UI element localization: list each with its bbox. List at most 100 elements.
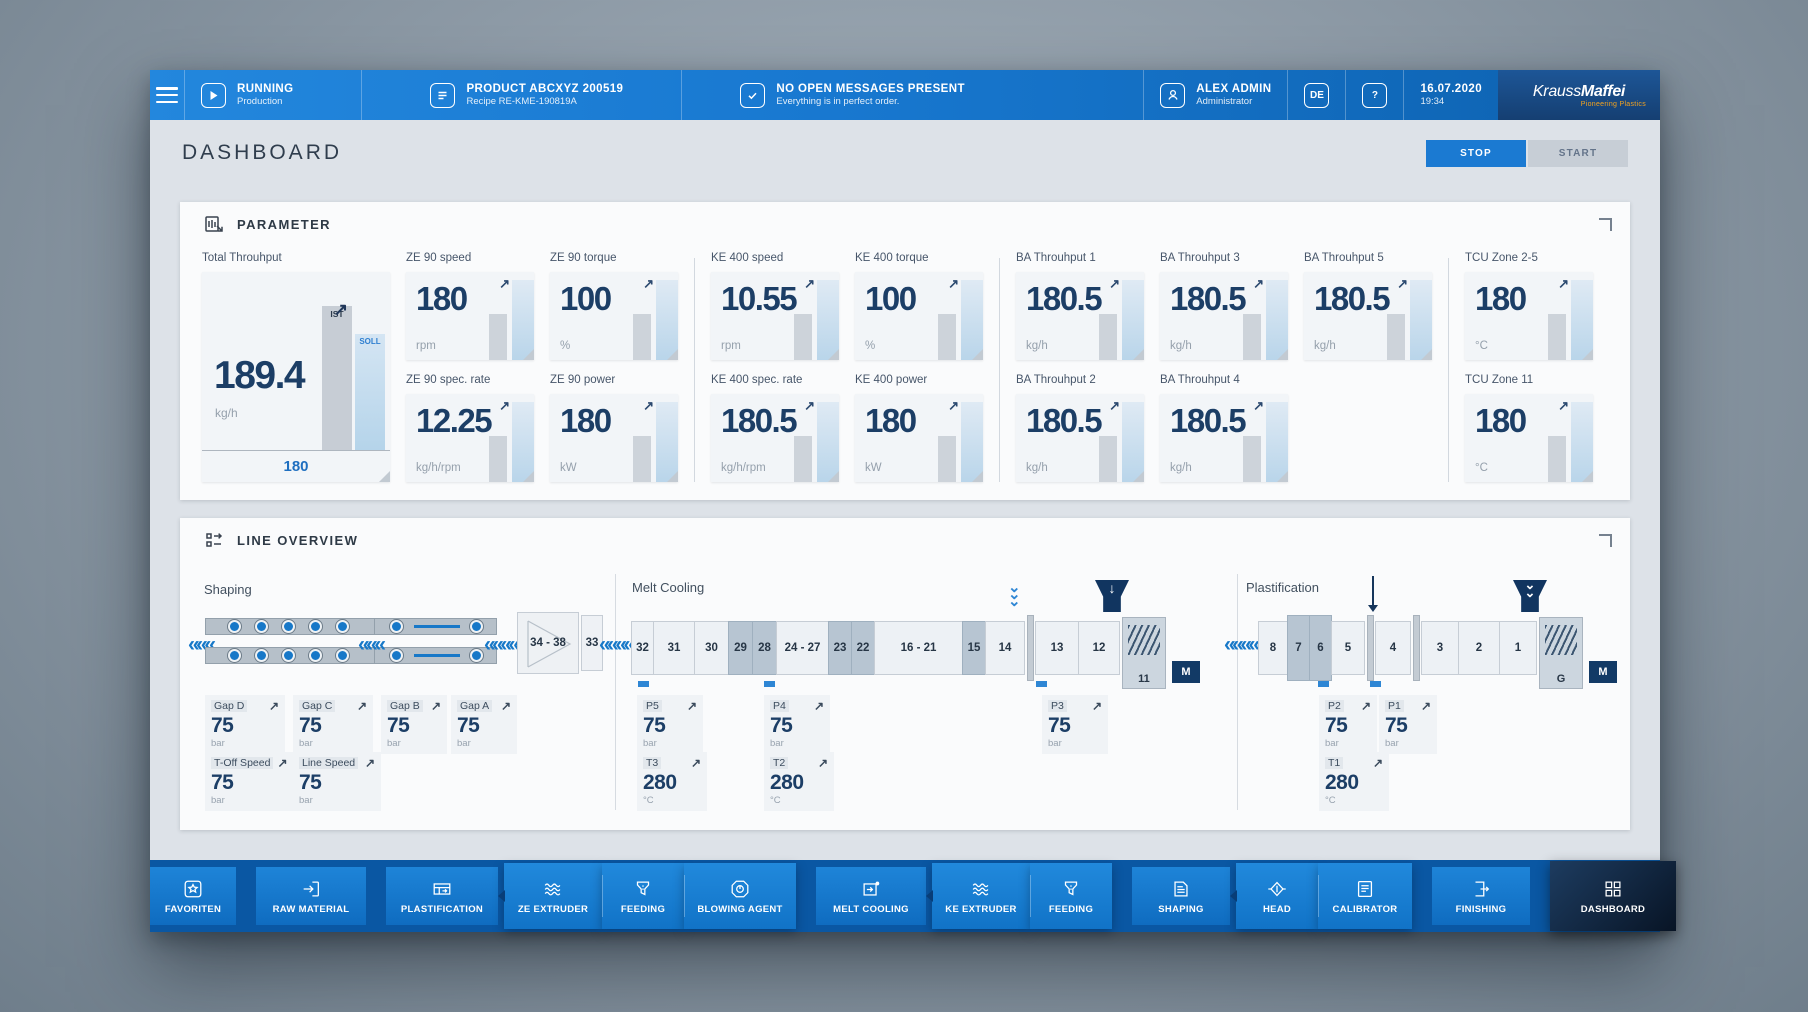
zone-segment[interactable]: 32 <box>631 621 654 675</box>
zone-segment[interactable]: 8 <box>1258 621 1288 675</box>
tile-body[interactable]: ↗ 180.5 kg/h <box>1160 394 1288 482</box>
zone-segment[interactable]: 23 <box>828 621 852 675</box>
nav-feeding-button[interactable]: FEEDING <box>1030 863 1112 929</box>
nav-raw-material-button[interactable]: RAW MATERIAL <box>256 867 366 925</box>
trend-arrow-icon: ↗ <box>804 276 815 291</box>
zone-segment[interactable]: 7 <box>1287 615 1310 681</box>
zone-segment[interactable]: 5 <box>1331 621 1365 675</box>
nav-calibrator-button[interactable]: CALIBRATOR <box>1318 863 1412 929</box>
tile-value: 10.55 <box>721 280 798 317</box>
tile-body[interactable]: ↗ 180.5 kg/h <box>1160 272 1288 360</box>
zone-segment[interactable]: 13 <box>1035 621 1079 675</box>
product-info[interactable]: PRODUCT ABCXYZ 200519 Recipe RE-KME-1908… <box>414 70 639 120</box>
tile-body[interactable]: ↗ 100% <box>855 272 983 360</box>
zone-segment[interactable]: 22 <box>851 621 875 675</box>
tile-fold-corner <box>1421 349 1432 360</box>
tile-fold-corner <box>972 471 983 482</box>
nav-melt-cooling-button[interactable]: MELT COOLING <box>816 867 926 925</box>
haul-off-conveyor[interactable] <box>205 618 497 664</box>
gauge-p4[interactable]: P4 ↗ 75 bar <box>764 695 830 754</box>
zone-segment[interactable]: 16 - 21 <box>874 621 963 675</box>
minibar-gray <box>1387 314 1405 360</box>
nav-head-button[interactable]: HEAD <box>1236 863 1318 929</box>
tile-body[interactable]: ↗ 180 rpm <box>406 272 534 360</box>
help-button[interactable]: ? <box>1346 70 1403 120</box>
menu-icon[interactable] <box>156 87 178 103</box>
zone-segment[interactable]: 3 <box>1421 621 1459 675</box>
param-tile-ba4: BA Throuhput 4 ↗ 180.5 kg/h <box>1160 374 1288 482</box>
zone-block-33[interactable]: 33 <box>581 615 603 671</box>
user-menu[interactable]: ALEX ADMIN Administrator <box>1144 70 1287 120</box>
nav-finishing-button[interactable]: FINISHING <box>1432 867 1530 925</box>
zone-segment[interactable]: 24 - 27 <box>776 621 829 675</box>
nav-ze-extruder-button[interactable]: ZE EXTRUDER <box>504 863 602 929</box>
tile-body[interactable]: ↗ 10.55 rpm <box>711 272 839 360</box>
zone-segment[interactable]: 28 <box>752 621 777 675</box>
nav-plastification-button[interactable]: PLASTIFICATION <box>386 867 498 925</box>
tile-body[interactable]: ↗ 180 kW <box>550 394 678 482</box>
gauge-p2[interactable]: P2 ↗ 75 bar <box>1319 695 1377 754</box>
nav-blowing-agent-button[interactable]: BLOWING AGENT <box>684 863 796 929</box>
gauge-toff[interactable]: T-Off Speed ↗ 75 bar <box>205 752 293 811</box>
tile-body[interactable]: ↗ 180 °C <box>1465 394 1593 482</box>
gauge-gap-d[interactable]: Gap D ↗ 75 bar <box>205 695 285 754</box>
zone-segment[interactable]: 4 <box>1375 621 1411 675</box>
nav-dashboard-button[interactable]: DASHBOARD <box>1550 861 1676 931</box>
gauge-value: 280 <box>1325 771 1359 794</box>
extruder-icon <box>972 882 989 895</box>
tile-body[interactable]: ↗ 100% <box>550 272 678 360</box>
zone-segment[interactable]: 15 <box>962 621 986 675</box>
param-tile-ze-power: ZE 90 power ↗ 180 kW <box>550 374 678 482</box>
language-switch[interactable]: DE <box>1288 70 1345 120</box>
machine-status[interactable]: RUNNING Production <box>185 70 309 120</box>
nav-ke-extruder-button[interactable]: KE EXTRUDER <box>932 863 1030 929</box>
gauge-t3[interactable]: T3 ↗ 280 °C <box>637 752 707 811</box>
gauge-p1[interactable]: P1 ↗ 75 bar <box>1379 695 1437 754</box>
gauge-gap-a[interactable]: Gap A ↗ 75 bar <box>451 695 517 754</box>
tile-unit: kW <box>560 462 577 474</box>
gauge-p3[interactable]: P3 ↗ 75 bar <box>1042 695 1108 754</box>
gauge-gap-c[interactable]: Gap C ↗ 75 bar <box>293 695 373 754</box>
die-block[interactable]: 34 - 38 <box>517 612 579 674</box>
screw-block[interactable]: 11 <box>1122 617 1166 689</box>
nav-feeding-button[interactable]: FEEDING <box>602 863 684 929</box>
zone-segment[interactable]: 1 <box>1499 621 1537 675</box>
tile-body[interactable]: ↗ 180 kW <box>855 394 983 482</box>
tile-label: ZE 90 torque <box>550 252 617 264</box>
tile-body[interactable]: IST SOLL ↗ 189.4 kg/h 180 <box>202 272 390 482</box>
tile-unit: kg/h <box>1314 340 1336 352</box>
tile-value: 189.4 <box>214 354 306 397</box>
gauge-gap-b[interactable]: Gap B ↗ 75 bar <box>381 695 447 754</box>
tile-body[interactable]: ↗ 180.5 kg/h/rpm <box>711 394 839 482</box>
tile-unit: rpm <box>721 340 741 352</box>
collapse-panel-icon[interactable] <box>1599 218 1612 231</box>
nav-favoriten-button[interactable]: FAVORITEN <box>150 867 236 925</box>
nav-shaping-button[interactable]: SHAPING <box>1132 867 1230 925</box>
sensor-tick <box>638 681 649 687</box>
soll-bar: SOLL <box>355 334 385 450</box>
tile-body[interactable]: ↗ 12.25 kg/h/rpm <box>406 394 534 482</box>
tile-body[interactable]: ↗ 180.5 kg/h <box>1304 272 1432 360</box>
collapse-panel-icon[interactable] <box>1599 534 1612 547</box>
tile-body[interactable]: ↗ 180 °C <box>1465 272 1593 360</box>
tile-body[interactable]: ↗ 180.5 kg/h <box>1016 394 1144 482</box>
zone-segment[interactable]: 2 <box>1458 621 1500 675</box>
gauge-t2[interactable]: T2 ↗ 280 °C <box>764 752 834 811</box>
gauge-t1[interactable]: T1 ↗ 280 °C <box>1319 752 1389 811</box>
zone-segment[interactable]: 14 <box>985 621 1025 675</box>
start-button[interactable]: START <box>1528 139 1628 167</box>
zone-segment[interactable]: 12 <box>1078 621 1120 675</box>
gearbox-block[interactable]: G <box>1539 617 1583 689</box>
tile-body[interactable]: ↗ 180.5 kg/h <box>1016 272 1144 360</box>
gauge-line-speed[interactable]: Line Speed ↗ 75 bar <box>293 752 381 811</box>
messages-status[interactable]: NO OPEN MESSAGES PRESENT Everything is i… <box>724 70 981 120</box>
zone-segment[interactable]: 30 <box>694 621 729 675</box>
stop-button[interactable]: STOP <box>1426 139 1526 167</box>
minibar-blue <box>512 402 534 482</box>
die-zone-label: 34 - 38 <box>530 637 566 649</box>
gauge-value: 75 <box>299 771 322 794</box>
gauge-p5[interactable]: P5 ↗ 75 bar <box>637 695 703 754</box>
zone-segment[interactable]: 31 <box>653 621 695 675</box>
zone-segment[interactable]: 29 <box>728 621 753 675</box>
zone-segment[interactable]: 6 <box>1309 615 1332 681</box>
